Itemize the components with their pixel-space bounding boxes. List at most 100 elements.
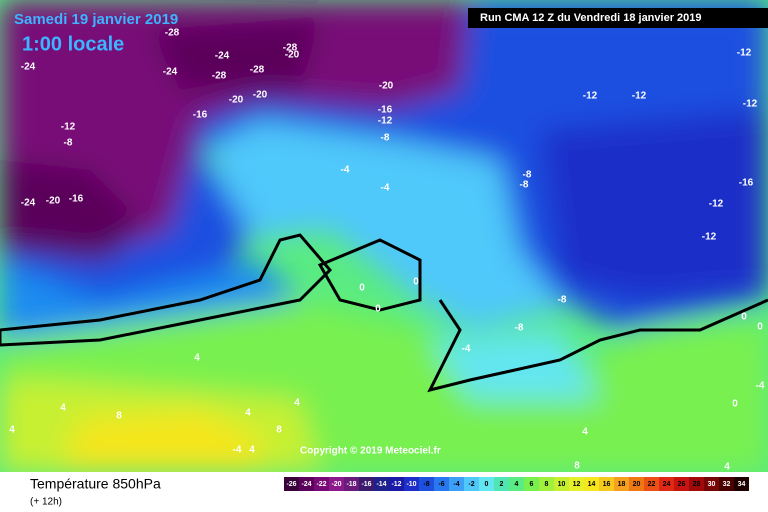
isotherm-label: 0 — [375, 304, 381, 315]
legend-tick: -18 — [346, 481, 356, 488]
isotherm-label: 4 — [582, 427, 588, 438]
legend-tick: -24 — [301, 481, 311, 488]
isotherm-label: -8 — [558, 295, 567, 306]
isotherm-label: -8 — [64, 138, 73, 149]
isotherm-label: -4 — [756, 381, 765, 392]
legend-tick: -16 — [361, 481, 371, 488]
legend-tick: 26 — [678, 481, 686, 488]
legend-swatch — [449, 477, 464, 491]
isotherm-label: -12 — [737, 48, 752, 59]
isotherm-label: -8 — [515, 323, 524, 334]
isotherm-label: -20 — [285, 50, 300, 61]
isotherm-label: -4 — [233, 445, 242, 456]
isotherm-label: -8 — [381, 133, 390, 144]
legend-swatch — [404, 477, 419, 491]
legend-tick: 20 — [633, 481, 641, 488]
legend-swatch — [734, 477, 749, 491]
legend-tick: -2 — [468, 481, 474, 488]
lead-time: (+ 12h) — [30, 497, 62, 508]
legend-tick: -10 — [406, 481, 416, 488]
isotherm-labels: -28-24-28-20-24 -28-28-20 -20-24-20-16 -16-… — [9, 28, 765, 473]
legend-tick: 2 — [500, 481, 504, 488]
legend-tick: -14 — [376, 481, 386, 488]
isotherm-label: 4 — [249, 445, 255, 456]
legend-swatch — [299, 477, 314, 491]
legend-tick: 34 — [738, 481, 746, 488]
legend-swatch — [329, 477, 344, 491]
footer-title: Température 850hPa — [30, 476, 161, 492]
legend-swatch — [344, 477, 359, 491]
isotherm-label: -12 — [709, 199, 724, 210]
isotherm-label: -28 — [283, 43, 298, 54]
legend-swatch — [359, 477, 374, 491]
isotherm-label: -4 — [341, 165, 350, 176]
isotherm-label: -20 — [46, 196, 61, 207]
run-info: Run CMA 12 Z du Vendredi 18 janvier 2019 — [480, 12, 702, 24]
legend-tick: -8 — [423, 481, 429, 488]
legend-tick: -26 — [286, 481, 296, 488]
local-time: 1:00 locale — [22, 33, 124, 55]
legend-tick: 16 — [603, 481, 611, 488]
isotherm-label: -8 — [523, 170, 532, 181]
legend-swatch — [524, 477, 539, 491]
isotherm-label: 8 — [574, 461, 580, 472]
legend-swatch — [599, 477, 614, 491]
legend-tick: 24 — [663, 481, 671, 488]
isotherm-label: 4 — [245, 408, 251, 419]
isotherm-label: -28 — [165, 28, 180, 39]
legend-swatch — [284, 477, 299, 491]
isotherm-label: -12 — [378, 116, 393, 127]
legend-tick: 32 — [723, 481, 731, 488]
legend-swatch — [674, 477, 689, 491]
legend-tick: -4 — [453, 481, 459, 488]
legend-tick: 14 — [588, 481, 596, 488]
isotherm-label: 0 — [732, 399, 738, 410]
isotherm-label: 4 — [294, 398, 300, 409]
legend-swatch — [584, 477, 599, 491]
legend-swatch — [629, 477, 644, 491]
isotherm-label: -24 — [215, 51, 230, 62]
legend-tick: 28 — [693, 481, 701, 488]
isotherm-label: -12 — [583, 91, 598, 102]
legend-swatch — [494, 477, 509, 491]
isotherm-label: 0 — [741, 312, 747, 323]
legend-tick: -6 — [438, 481, 444, 488]
isotherm-label: 4 — [724, 462, 730, 473]
isotherm-label: -24 — [163, 67, 178, 78]
legend-tick: 10 — [558, 481, 566, 488]
isotherm-label: -20 — [379, 81, 394, 92]
legend-swatch — [479, 477, 494, 491]
isotherm-label: 0 — [413, 277, 419, 288]
isotherm-label: -16 — [378, 105, 393, 116]
legend-swatch — [554, 477, 569, 491]
isotherm-label: -8 — [520, 180, 529, 191]
legend-tick: -20 — [331, 481, 341, 488]
legend-swatch — [719, 477, 734, 491]
legend-swatch — [509, 477, 524, 491]
isotherm-label: -4 — [462, 344, 471, 355]
isotherm-label: -16 — [193, 110, 208, 121]
isotherm-label: -12 — [632, 91, 647, 102]
legend-swatch — [374, 477, 389, 491]
isotherm-label: -4 — [381, 183, 390, 194]
map-field — [0, 0, 768, 472]
date: Samedi 19 janvier 2019 — [14, 11, 178, 28]
isotherm-label: -16 — [69, 194, 84, 205]
isotherm-label: -16 — [739, 178, 754, 189]
legend-tick: -22 — [316, 481, 326, 488]
isotherm-label: -28 — [212, 71, 227, 82]
isotherm-label: -20 — [253, 90, 268, 101]
isotherm-label: -24 — [21, 62, 36, 73]
isotherm-label: 8 — [276, 425, 282, 436]
legend-tick: 0 — [485, 481, 489, 488]
legend-swatch — [614, 477, 629, 491]
copyright: Copyright © 2019 Meteociel.fr — [300, 446, 441, 457]
legend-swatch — [689, 477, 704, 491]
legend-swatch — [569, 477, 584, 491]
legend-swatch — [644, 477, 659, 491]
legend-tick: 12 — [573, 481, 581, 488]
legend-swatch — [539, 477, 554, 491]
legend-swatch — [464, 477, 479, 491]
